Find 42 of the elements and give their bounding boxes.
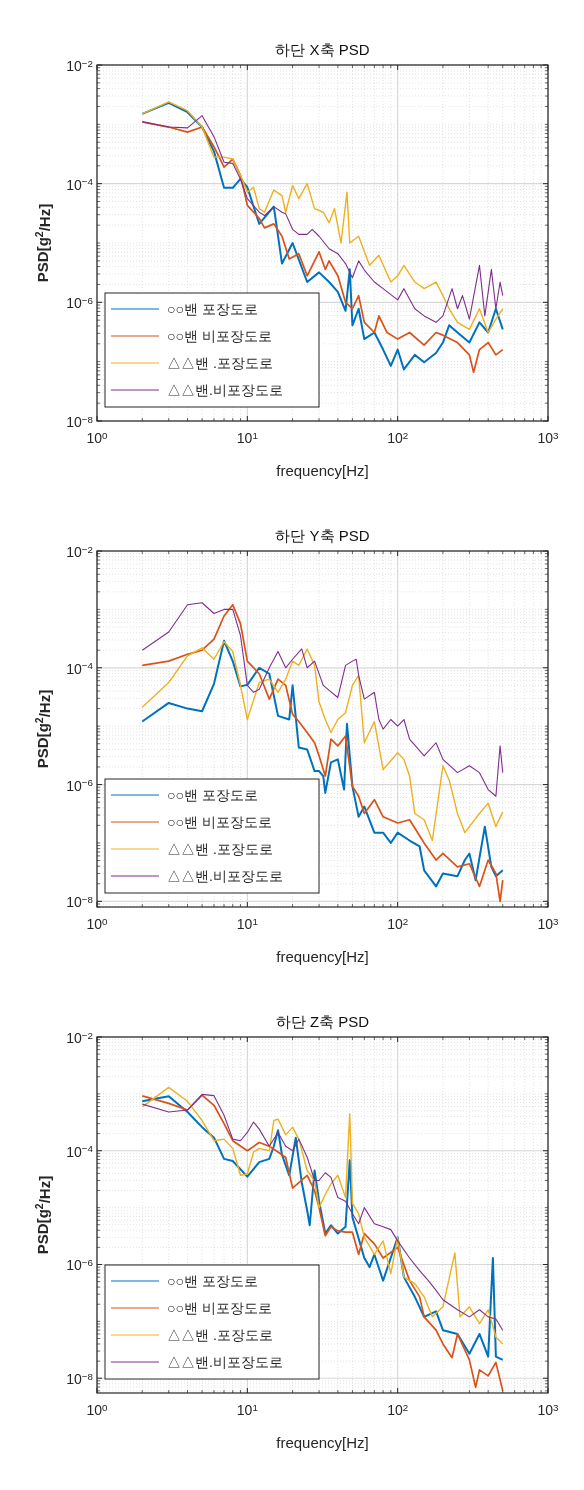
x-tick-label: 10$^{0}$ (86, 429, 109, 446)
legend-label: ○○밴 비포장도로 (167, 1300, 272, 1316)
x-tick-label: 10$^{0}$ (86, 915, 109, 932)
x-tick-label: 10$^{1}$ (236, 429, 258, 446)
legend-label: ○○밴 비포장도로 (167, 814, 272, 830)
legend-label: △△밴.비포장도로 (167, 1354, 283, 1370)
x-tick-label: 10$^{2}$ (387, 915, 409, 932)
y-tick-label: 10$^{−2}$ (66, 543, 93, 560)
x-tick-label: 10$^{2}$ (387, 429, 409, 446)
legend-label: ○○밴 비포장도로 (167, 328, 272, 344)
y-tick-label: 10$^{−8}$ (66, 1370, 94, 1388)
legend-label: △△밴 .포장도로 (167, 1327, 273, 1343)
legend-label: ○○밴 포장도로 (167, 301, 258, 317)
x-tick-label: 10$^{2}$ (387, 1401, 409, 1418)
x-tick-label: 10$^{3}$ (537, 1401, 560, 1418)
y-tick-label: 10$^{−6}$ (66, 1257, 94, 1274)
x-tick-label: 10$^{1}$ (236, 915, 258, 932)
x-axis-title: frequency[Hz] (276, 1434, 369, 1451)
y-tick-label: 10$^{−6}$ (66, 294, 94, 312)
chart-title: 하단 Y축 PSD (275, 527, 370, 544)
legend-label: ○○밴 포장도로 (167, 787, 258, 803)
y-tick-label: 10$^{−4}$ (66, 176, 94, 193)
legend-label: △△밴.비포장도로 (167, 382, 283, 398)
y-tick-label: 10$^{−2}$ (66, 1029, 93, 1046)
y-tick-label: 10$^{−8}$ (66, 413, 94, 430)
x-tick-label: 10$^{3}$ (537, 429, 560, 446)
legend-label: ○○밴 포장도로 (167, 1273, 258, 1289)
x-axis-title: frequency[Hz] (276, 462, 369, 479)
y-tick-label: 10$^{−4}$ (66, 660, 94, 677)
chart-title: 하단 X축 PSD (275, 41, 370, 58)
y-tick-label: 10$^{−8}$ (66, 893, 94, 911)
y-tick-label: 10$^{−2}$ (66, 57, 93, 74)
x-tick-label: 10$^{1}$ (236, 1401, 258, 1418)
x-tick-label: 10$^{3}$ (537, 915, 560, 932)
legend-label: △△밴.비포장도로 (167, 868, 283, 884)
legend-label: △△밴 .포장도로 (167, 841, 273, 857)
chart-title: 하단 Z축 PSD (275, 1013, 370, 1030)
y-tick-label: 10$^{−6}$ (66, 777, 94, 794)
y-tick-label: 10$^{−4}$ (66, 1143, 94, 1160)
legend-label: △△밴 .포장도로 (167, 355, 273, 371)
x-tick-label: 10$^{0}$ (86, 1401, 109, 1418)
x-axis-title: frequency[Hz] (276, 948, 369, 965)
